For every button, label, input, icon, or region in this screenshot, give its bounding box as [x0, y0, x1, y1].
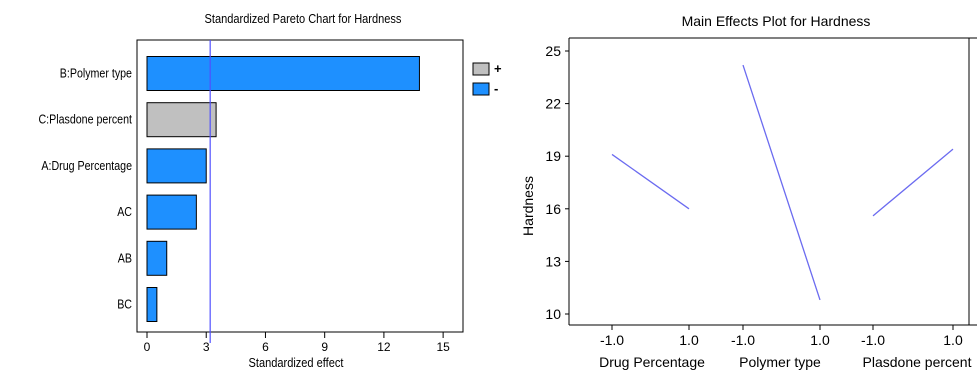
main-effects-y-tick-label: 25	[545, 43, 561, 59]
main-effects-y-tick-label: 10	[545, 306, 561, 322]
main-effects-lines	[611, 64, 954, 301]
pareto-x-tick-label: 12	[377, 340, 391, 354]
pareto-bars	[146, 56, 420, 322]
main-effects-factor-label: Polymer type	[739, 354, 821, 370]
main-effects-y-tick-label: 13	[545, 253, 561, 269]
pareto-bar	[146, 240, 168, 276]
pareto-x-ticks: 0 3 6 9 12 15	[144, 332, 450, 354]
pareto-bar	[146, 56, 420, 91]
pareto-x-axis-label: Standardized effect	[249, 355, 344, 370]
pareto-category-label: AC	[117, 204, 132, 219]
pareto-x-tick-label: 15	[436, 340, 450, 354]
pareto-x-tick-label: 3	[203, 340, 210, 354]
pareto-bar	[146, 194, 197, 230]
main-effect-line	[872, 148, 954, 217]
legend-swatch	[472, 62, 490, 76]
pareto-x-tick-label: 6	[262, 340, 269, 354]
pareto-title: Standardized Pareto Chart for Hardness	[205, 11, 402, 26]
main-effects-y-tick-label: 16	[545, 201, 561, 217]
pareto-bar	[146, 102, 217, 138]
main-effects-factor-label: Plasdone percent	[863, 354, 972, 370]
pareto-bar	[146, 148, 207, 184]
pareto-category-label: AB	[118, 250, 132, 265]
main-effects-title: Main Effects Plot for Hardness	[682, 13, 871, 29]
main-effects-y-ticks: 10 13 16 19 22 25	[545, 43, 569, 322]
pareto-x-tick-label: 9	[321, 340, 328, 354]
pareto-bar	[146, 287, 158, 322]
main-effects-level-label: 1.0	[679, 332, 699, 348]
main-effects-factor-labels: Drug Percentage Polymer type Plasdone perc…	[599, 354, 972, 370]
pareto-category-label: B:Polymer type	[60, 65, 133, 80]
main-effects-plot-area	[568, 37, 977, 326]
main-effects-x-ticks: -1.0 1.0 -1.0 1.0 -1.0 1.0	[600, 325, 963, 348]
main-effects-level-label: -1.0	[861, 332, 885, 348]
main-effects-level-label: -1.0	[600, 332, 624, 348]
main-effects-y-axis-label: Hardness	[520, 176, 536, 236]
pareto-category-label: A:Drug Percentage	[41, 158, 132, 173]
pareto-x-tick-label: 0	[144, 340, 151, 354]
pareto-category-label: BC	[117, 296, 132, 311]
legend-label: -	[494, 81, 498, 96]
pareto-category-labels: B:Polymer type C:Plasdone percent A:Drug P…	[38, 65, 132, 311]
pareto-legend: +-	[472, 61, 502, 96]
legend-label: +	[494, 61, 502, 76]
main-effects-y-tick-label: 19	[545, 148, 561, 164]
main-effects-factor-label: Drug Percentage	[599, 354, 705, 370]
legend-swatch	[472, 82, 490, 96]
main-effects-level-label: -1.0	[731, 332, 755, 348]
pareto-category-label: C:Plasdone percent	[38, 112, 132, 127]
main-effect-line	[611, 153, 690, 210]
pareto-chart: Standardized Pareto Chart for Hardness B…	[38, 11, 502, 370]
main-effects-level-label: 1.0	[943, 332, 963, 348]
main-effects-chart: Main Effects Plot for Hardness 10 13 16 19 2…	[520, 13, 977, 370]
main-effects-y-tick-label: 22	[545, 96, 561, 112]
main-effects-level-label: 1.0	[810, 332, 830, 348]
main-effect-line	[742, 64, 821, 301]
